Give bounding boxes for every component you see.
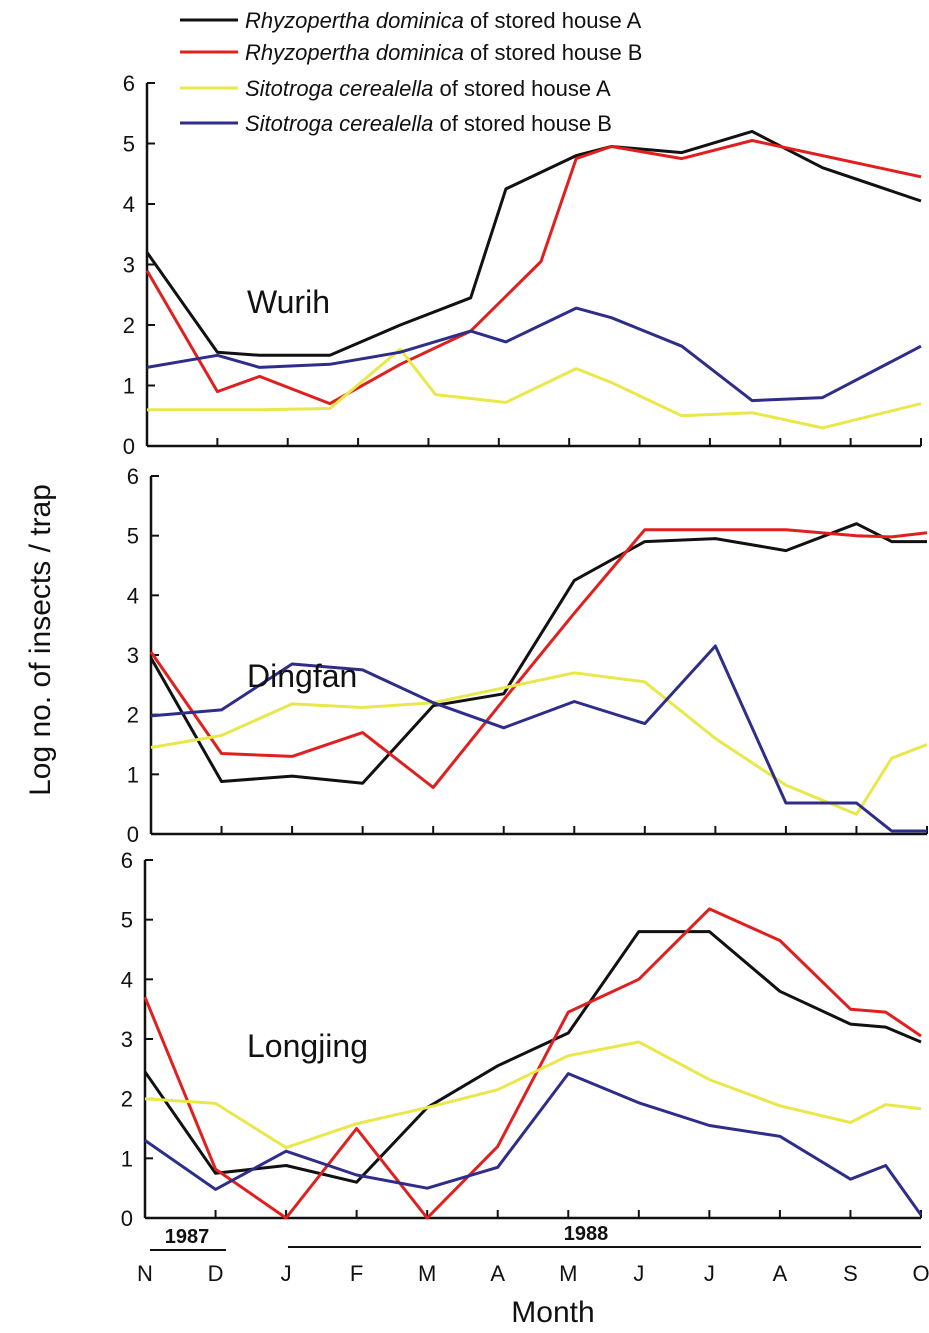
panel-title-longjing: Longjing — [247, 1028, 368, 1064]
y-tick-label: 2 — [127, 703, 139, 728]
y-tick-label: 1 — [121, 1146, 133, 1171]
x-tick-label: J — [704, 1261, 715, 1286]
y-tick-label: 1 — [127, 762, 139, 787]
x-tick-label: M — [418, 1261, 436, 1286]
y-tick-label: 6 — [123, 71, 135, 96]
y-tick-label: 4 — [123, 192, 135, 217]
series-line-sitotroga-house-a — [147, 347, 922, 430]
series-line-rhyzopertha-house-b — [145, 139, 922, 406]
x-tick-label: M — [559, 1261, 577, 1286]
series-line-rhyzopertha-house-a — [149, 522, 927, 785]
x-tick-label: J — [281, 1261, 292, 1286]
series-line-sitotroga-house-b — [150, 644, 927, 833]
y-tick-label: 3 — [121, 1027, 133, 1052]
x-tick-label: N — [137, 1261, 153, 1286]
series-line-rhyzopertha-house-b — [149, 528, 928, 789]
y-tick-label: 5 — [123, 132, 135, 157]
y-tick-label: 1 — [123, 374, 135, 399]
legend-label-sitotroga-house-b: Sitotroga cerealella of stored house B — [245, 111, 612, 136]
y-tick-label: 5 — [121, 908, 133, 933]
year-label-1988: 1988 — [564, 1223, 609, 1245]
x-tick-label: F — [350, 1261, 363, 1286]
y-tick-label: 3 — [127, 643, 139, 668]
panel-title-wurih: Wurih — [247, 284, 330, 320]
y-tick-label: 3 — [123, 253, 135, 278]
x-tick-label: S — [843, 1261, 858, 1286]
y-tick-label: 6 — [121, 848, 133, 873]
x-tick-label: J — [633, 1261, 644, 1286]
legend-label-sitotroga-house-a: Sitotroga cerealella of stored house A — [245, 76, 611, 101]
chart-panels: 0 1 2 3 4 5 6 Wurih 0 1 2 3 4 5 6 Dingfan 0 1 2 3 4 5 6 Longjin… — [121, 71, 928, 1231]
panel-dingfan: 0 1 2 3 4 5 6 Dingfan — [127, 464, 928, 847]
x-tick-label: A — [773, 1261, 788, 1286]
series-line-sitotroga-house-b — [144, 1072, 923, 1216]
year-label-1987: 1987 — [165, 1226, 210, 1248]
x-axis-title: Month — [511, 1296, 594, 1329]
x-tick-label: D — [208, 1261, 224, 1286]
legend: Rhyzopertha dominica of stored house A R… — [180, 8, 642, 136]
x-tick-label: A — [490, 1261, 505, 1286]
series-line-sitotroga-house-b — [146, 306, 922, 403]
panel-wurih: 0 1 2 3 4 5 6 Wurih — [123, 71, 922, 459]
legend-label-rhyzopertha-house-b: Rhyzopertha dominica of stored house B — [245, 40, 642, 65]
y-tick-label: 0 — [123, 434, 135, 459]
panel-longjing: 0 1 2 3 4 5 6 Longjing — [121, 848, 923, 1231]
y-tick-label: 0 — [127, 822, 139, 847]
legend-label-rhyzopertha-house-a: Rhyzopertha dominica of stored house A — [245, 8, 642, 33]
y-tick-label: 0 — [121, 1206, 133, 1231]
y-axis-title: Log no. of insects / trap — [24, 484, 57, 796]
series-line-sitotroga-house-a — [144, 1040, 922, 1150]
panel-title-dingfan: Dingfan — [247, 658, 357, 694]
y-tick-label: 5 — [127, 524, 139, 549]
series-line-sitotroga-house-a — [150, 671, 928, 816]
y-tick-label: 4 — [121, 967, 133, 992]
y-tick-label: 4 — [127, 583, 139, 608]
x-tick-label: O — [912, 1261, 929, 1286]
series-line-rhyzopertha-house-a — [145, 129, 922, 357]
series-line-rhyzopertha-house-b — [143, 907, 922, 1220]
y-tick-label: 2 — [121, 1087, 133, 1112]
y-tick-label: 2 — [123, 313, 135, 338]
y-tick-label: 6 — [127, 464, 139, 489]
series-line-rhyzopertha-house-a — [143, 930, 922, 1184]
